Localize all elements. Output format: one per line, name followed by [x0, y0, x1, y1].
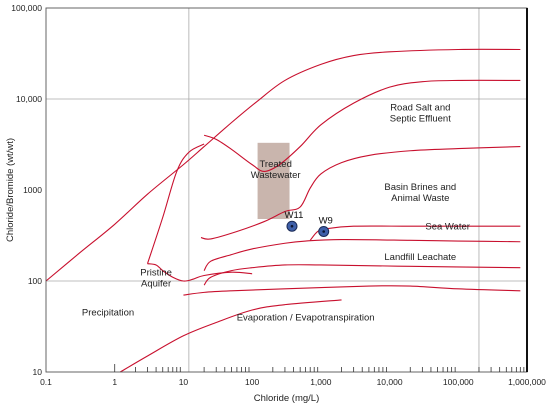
region-label: Septic Effluent — [390, 113, 451, 124]
boundary-curve-5 — [203, 239, 521, 271]
y-tick-label: 10 — [33, 367, 43, 377]
region-label: Landfill Leachate — [384, 252, 456, 263]
well-label-w11: W11 — [285, 210, 304, 221]
y-tick-label: 1000 — [23, 185, 42, 195]
boundary-curve-6 — [203, 264, 521, 286]
x-tick-label: 1 — [112, 377, 117, 387]
curve-layer — [45, 48, 521, 373]
x-tick-label: 100 — [245, 377, 259, 387]
x-tick-label: 1,000,000 — [508, 377, 546, 387]
region-label: Animal Waste — [391, 193, 449, 204]
region-label: Evaporation / Evapotranspiration — [237, 312, 375, 323]
boundary-curve-4 — [309, 225, 521, 241]
boundary-curve-7 — [183, 285, 521, 296]
region-label: Pristine — [140, 267, 172, 278]
treated-wastewater-region — [257, 142, 290, 220]
point-layer — [286, 220, 330, 237]
shaded-region-layer — [257, 142, 290, 220]
boundary-curve-3 — [200, 146, 521, 240]
boundary-curve-10 — [119, 299, 342, 373]
x-tick-label: 100,000 — [443, 377, 474, 387]
boundary-curve-1 — [45, 48, 521, 282]
well-marker-dot — [322, 230, 326, 233]
boundary-curve-8 — [147, 263, 253, 282]
y-axis-title: Chloride/Bromide (wt/wt) — [5, 138, 16, 242]
x-tick-label: 0.1 — [40, 377, 52, 387]
y-tick-label: 100,000 — [11, 3, 42, 13]
x-tick-label: 1,000 — [310, 377, 332, 387]
x-tick-label: 10 — [179, 377, 189, 387]
grid-layer — [46, 8, 527, 372]
y-tick-label: 10,000 — [16, 94, 42, 104]
boundary-curve-9 — [146, 143, 205, 264]
region-label: Wastewater — [251, 170, 301, 181]
boundary-curve-2 — [203, 79, 521, 172]
region-label: Treated — [259, 159, 291, 170]
region-label: Sea Water — [425, 221, 470, 232]
well-label-w9: W9 — [319, 215, 333, 226]
x-axis-title: Chloride (mg/L) — [254, 393, 319, 404]
x-tick-label: 10,000 — [377, 377, 403, 387]
axis-layer: 0.1 1 10 100 1,000 10,000 100,000 1,000,000 10 10… — [5, 3, 546, 404]
region-label: Basin Brines and — [384, 182, 456, 193]
well-marker-dot — [290, 224, 294, 228]
region-label: Precipitation — [82, 307, 134, 318]
region-label: Aquifer — [141, 278, 171, 289]
y-tick-label: 100 — [28, 276, 42, 286]
region-label: Road Salt and — [390, 102, 450, 113]
